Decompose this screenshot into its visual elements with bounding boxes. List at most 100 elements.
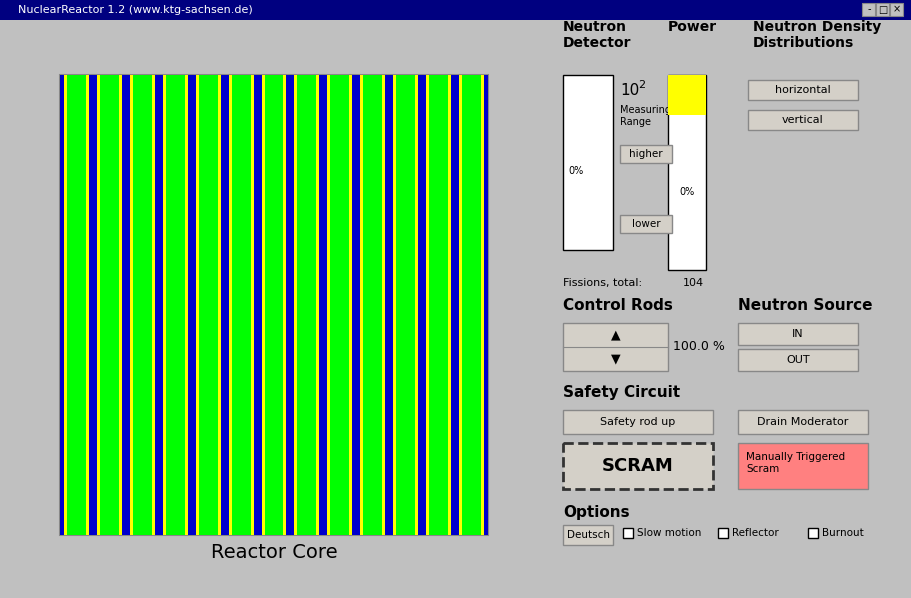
Text: Control Rods: Control Rods (563, 298, 673, 313)
Text: higher: higher (630, 149, 663, 159)
Text: lower: lower (631, 219, 660, 229)
Bar (426, 75, 429, 535)
Bar (668, 75, 706, 115)
Bar (418, 75, 422, 535)
Bar (199, 75, 218, 535)
Bar (229, 75, 231, 535)
Text: Reflector: Reflector (732, 528, 779, 538)
Bar (361, 75, 363, 535)
Text: SCRAM: SCRAM (602, 457, 674, 475)
Text: Neutron
Detector: Neutron Detector (563, 20, 631, 50)
Bar (738, 349, 858, 371)
Text: Slow motion: Slow motion (637, 528, 701, 538)
Bar (462, 75, 481, 535)
Bar (320, 75, 323, 535)
Bar (316, 75, 320, 535)
Bar (808, 528, 818, 538)
Bar (100, 75, 118, 535)
Bar (620, 215, 672, 233)
Bar (118, 75, 122, 535)
Bar (327, 75, 331, 535)
Bar (448, 75, 451, 535)
Bar (429, 75, 448, 535)
Bar (349, 75, 353, 535)
Bar (152, 75, 155, 535)
Bar (294, 75, 298, 535)
Bar (890, 3, 903, 16)
Bar (251, 75, 253, 535)
Text: Neutron Source: Neutron Source (738, 298, 873, 313)
Bar (93, 75, 97, 535)
Bar (163, 75, 166, 535)
Bar (264, 75, 283, 535)
Text: Fissions, total:: Fissions, total: (563, 278, 642, 288)
Bar (385, 75, 389, 535)
Text: □: □ (878, 5, 887, 14)
Bar (331, 75, 349, 535)
Bar (97, 75, 100, 535)
Bar (748, 110, 858, 130)
Text: Reactor Core: Reactor Core (210, 542, 337, 562)
Bar (126, 75, 130, 535)
Bar (283, 75, 286, 535)
Bar (133, 75, 152, 535)
Bar (64, 75, 67, 535)
Text: Burnout: Burnout (822, 528, 864, 538)
Text: Deutsch: Deutsch (567, 530, 609, 540)
Bar (258, 75, 261, 535)
Bar (220, 75, 225, 535)
Text: IN: IN (793, 329, 804, 339)
Bar (231, 75, 251, 535)
Text: ▲: ▲ (610, 328, 620, 341)
Bar (60, 75, 488, 535)
Bar (623, 528, 633, 538)
Bar (130, 75, 133, 535)
Bar (383, 75, 385, 535)
Bar (122, 75, 126, 535)
Bar (218, 75, 220, 535)
Text: Power: Power (668, 20, 717, 34)
Bar (394, 75, 396, 535)
Text: ▼: ▼ (610, 352, 620, 365)
Bar (363, 75, 383, 535)
Bar (191, 75, 196, 535)
Bar (484, 75, 488, 535)
Bar (298, 75, 316, 535)
Text: 104: 104 (683, 278, 704, 288)
Bar (185, 75, 188, 535)
Bar (563, 75, 613, 250)
Bar (415, 75, 418, 535)
Bar (196, 75, 199, 535)
Bar (563, 323, 668, 371)
Text: horizontal: horizontal (775, 85, 831, 95)
Bar (563, 525, 613, 545)
Bar (225, 75, 229, 535)
Bar (67, 75, 86, 535)
Bar (261, 75, 264, 535)
Bar (356, 75, 361, 535)
Bar (389, 75, 394, 535)
Bar (291, 75, 294, 535)
Bar (738, 323, 858, 345)
Bar (323, 75, 327, 535)
Text: 10: 10 (620, 83, 640, 98)
Bar (166, 75, 185, 535)
Bar (253, 75, 258, 535)
Bar (396, 75, 415, 535)
Text: ×: × (893, 5, 901, 14)
Text: Safety Circuit: Safety Circuit (563, 385, 681, 400)
Bar (188, 75, 191, 535)
Bar (738, 443, 868, 489)
Text: 100.0 %: 100.0 % (673, 340, 725, 353)
Text: Measuring
Range: Measuring Range (620, 105, 671, 127)
Bar (718, 528, 728, 538)
Bar (422, 75, 426, 535)
Bar (481, 75, 484, 535)
Bar (563, 410, 713, 434)
Bar (60, 75, 64, 535)
Bar (862, 3, 875, 16)
Bar (563, 443, 713, 489)
Bar (0, 0, 911, 20)
Text: vertical: vertical (783, 115, 824, 125)
Bar (89, 75, 93, 535)
